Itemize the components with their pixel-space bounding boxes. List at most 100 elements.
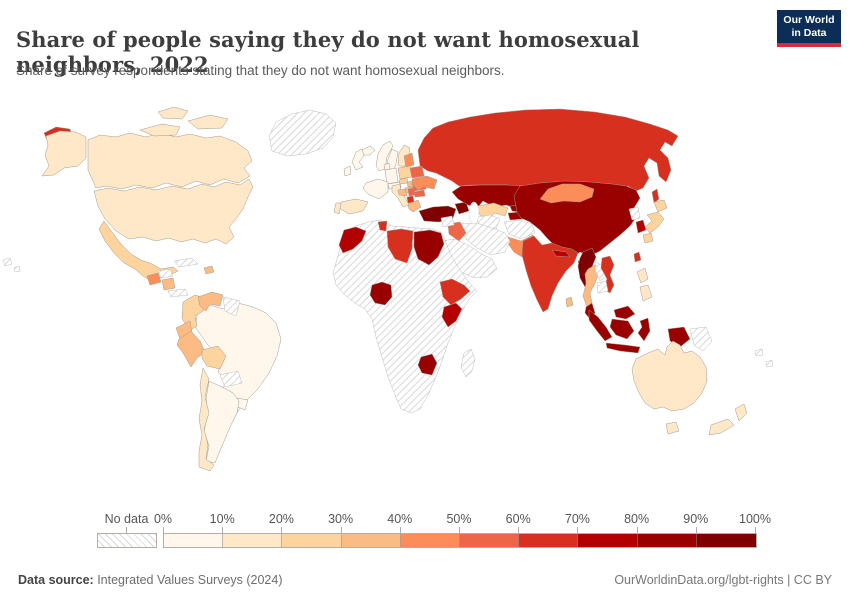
country-cambodia[interactable] (596, 280, 609, 294)
country-taiwan[interactable] (633, 251, 642, 263)
legend-tick-label: 50% (446, 512, 472, 526)
country-vietnam[interactable] (600, 255, 615, 294)
country-france[interactable] (362, 178, 389, 200)
country-madagascar[interactable] (460, 348, 476, 378)
country-canada[interactable] (139, 123, 181, 137)
country-north-korea[interactable] (628, 206, 641, 221)
country-chile[interactable] (198, 367, 215, 472)
owid-logo: Our World in Data (777, 10, 841, 47)
country-indonesia[interactable] (588, 309, 613, 342)
country-peru[interactable] (176, 330, 206, 368)
country-new-zealand[interactable] (734, 403, 748, 422)
legend-tick-label: 30% (328, 512, 354, 526)
country-morocco[interactable] (338, 226, 367, 254)
legend-tick-label: 20% (268, 512, 294, 526)
country-indonesia[interactable] (637, 317, 651, 342)
legend-tick (126, 527, 127, 533)
legend-tick-label: 90% (683, 512, 709, 526)
country-russia[interactable] (417, 108, 679, 192)
legend-bin-80-90[interactable] (637, 534, 697, 547)
country-honduras[interactable] (157, 268, 174, 279)
legend-bin-20-30[interactable] (282, 534, 342, 547)
country-afghanistan[interactable] (503, 219, 536, 240)
country-nigeria[interactable] (369, 281, 393, 306)
country-united-states[interactable] (93, 178, 254, 245)
country-bolivia[interactable] (201, 345, 227, 370)
country-belarus[interactable] (409, 165, 425, 179)
legend-bin-60-70[interactable] (519, 534, 579, 547)
country-kenya[interactable] (441, 302, 463, 328)
country-new-zealand[interactable] (708, 418, 735, 436)
legend-bin-90-100[interactable] (696, 534, 756, 547)
country-japan[interactable] (642, 232, 654, 244)
country-nicaragua[interactable] (161, 277, 176, 291)
country-iraq[interactable] (447, 221, 467, 242)
country-ukraine[interactable] (411, 175, 438, 191)
country-russia[interactable] (651, 188, 660, 204)
country-greece[interactable] (407, 199, 422, 213)
country-iran[interactable] (460, 222, 511, 256)
country-nepal[interactable] (551, 249, 571, 258)
country-bulgaria[interactable] (413, 189, 426, 198)
country-portugal[interactable] (333, 202, 342, 215)
country-uzbekistan[interactable] (476, 202, 509, 220)
country-pacific-islands[interactable] (765, 359, 774, 368)
country-papua-new-guinea[interactable] (689, 326, 713, 352)
country-zimbabwe[interactable] (417, 353, 438, 376)
legend-tick (695, 527, 697, 533)
owid-logo-line2: in Data (791, 26, 827, 39)
country-norway[interactable] (375, 140, 394, 172)
country-guyana-suriname[interactable] (222, 296, 241, 317)
country-spain[interactable] (338, 198, 369, 215)
country-syria[interactable] (440, 215, 455, 228)
country-guatemala[interactable] (146, 272, 162, 286)
country-mongolia[interactable] (539, 183, 595, 204)
country-baltic-states[interactable] (403, 152, 415, 168)
legend-bin-40-50[interactable] (400, 534, 460, 547)
country-philippines[interactable] (636, 267, 649, 284)
country-hawaii[interactable] (13, 265, 21, 273)
country-philippines[interactable] (639, 284, 653, 302)
country-croatia-bosnia[interactable] (397, 188, 408, 197)
country-pacific-islands[interactable] (754, 348, 764, 357)
country-paraguay[interactable] (219, 370, 243, 388)
country-canada[interactable] (187, 114, 229, 130)
legend-tick (222, 527, 224, 533)
country-africa-other[interactable] (332, 219, 478, 414)
country-iceland[interactable] (361, 145, 376, 156)
country-canada[interactable] (87, 132, 253, 190)
legend-bin-10-20[interactable] (223, 534, 283, 547)
country-ethiopia[interactable] (439, 278, 471, 306)
data-source-value: Integrated Values Surveys (2024) (93, 573, 283, 587)
country-japan[interactable] (644, 211, 665, 234)
legend-bin-50-60[interactable] (459, 534, 520, 547)
country-canada[interactable] (157, 106, 189, 120)
country-dominican-republic[interactable] (203, 265, 215, 275)
country-australia[interactable] (665, 421, 680, 435)
country-united-kingdom[interactable] (351, 148, 365, 171)
country-libya[interactable] (386, 228, 414, 264)
country-united-states[interactable] (41, 130, 87, 177)
country-panama-costa-rica[interactable] (167, 288, 189, 298)
country-malaysia[interactable] (613, 305, 636, 320)
legend-tick-label: 80% (624, 512, 650, 526)
legend-bin-0-10[interactable] (164, 534, 224, 547)
legend-tick (636, 527, 638, 533)
country-tunisia[interactable] (377, 220, 388, 232)
country-sri-lanka[interactable] (565, 296, 574, 308)
legend-no-data-swatch[interactable] (97, 533, 157, 548)
country-indonesia[interactable] (605, 342, 641, 354)
country-hawaii[interactable] (2, 257, 13, 267)
country-ireland[interactable] (343, 165, 352, 177)
country-cuba[interactable] (173, 257, 199, 268)
legend-bin-30-40[interactable] (341, 534, 401, 547)
country-indonesia[interactable] (609, 318, 635, 340)
country-south-korea[interactable] (635, 219, 647, 234)
country-japan[interactable] (653, 199, 668, 213)
country-greenland[interactable] (268, 109, 337, 157)
country-australia[interactable] (631, 340, 708, 412)
country-germany[interactable] (384, 167, 399, 185)
country-venezuela[interactable] (197, 291, 224, 312)
legend-bin-70-80[interactable] (578, 534, 638, 547)
country-egypt[interactable] (413, 229, 445, 266)
